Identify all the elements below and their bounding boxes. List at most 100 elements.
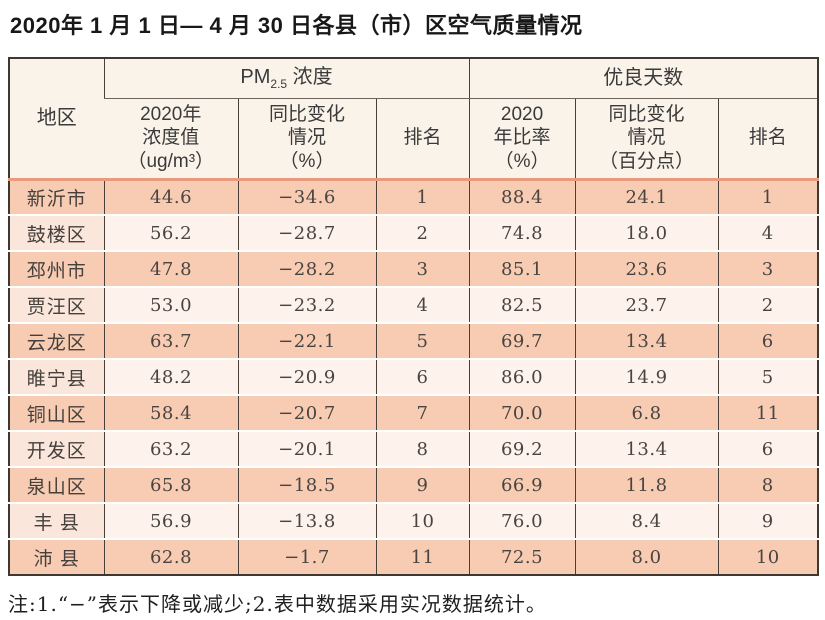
- table-row: 沛 县 62.8 −1.7 11 72.5 8.0 10: [9, 538, 819, 575]
- table-row: 铜山区 58.4 −20.7 7 70.0 6.8 11: [9, 394, 819, 431]
- pm-value-cell: 65.8: [103, 466, 238, 503]
- pm-change-cell: −1.7: [237, 538, 376, 575]
- good-rank-cell: 8: [717, 466, 819, 503]
- pm-rank-cell: 1: [375, 177, 470, 215]
- region-cell: 云龙区: [9, 322, 104, 359]
- good-change-cell: 23.7: [574, 286, 719, 323]
- good-rate-cell: 82.5: [468, 286, 576, 323]
- pm-rank-cell: 5: [375, 322, 470, 359]
- pm-change-cell: −20.9: [237, 358, 376, 395]
- good-change-cell: 13.4: [574, 322, 719, 359]
- pm-change-cell: −13.8: [237, 502, 376, 539]
- good-rank-cell: 4: [717, 214, 819, 251]
- good-rate-cell: 88.4: [468, 177, 576, 215]
- table-row: 开发区 63.2 −20.1 8 69.2 13.4 6: [9, 430, 819, 467]
- header-sub-row: 2020年 浓度值 （ug/m³） 同比变化 情况 （%） 排名 2020 年比…: [9, 98, 819, 179]
- region-cell: 开发区: [9, 430, 104, 467]
- good-change-cell: 8.0: [574, 538, 719, 575]
- good-rate-cell: 69.2: [468, 430, 576, 467]
- column-group-good-days: 优良天数: [468, 58, 819, 99]
- pm-rank-cell: 11: [375, 538, 470, 575]
- good-rate-cell: 72.5: [468, 538, 576, 575]
- table-body: 新沂市 44.6 −34.6 1 88.4 24.1 1 鼓楼区 56.2 −28.7 2 74.8 1…: [9, 177, 819, 575]
- pm-change-cell: −34.6: [237, 177, 376, 215]
- good-change-cell: 14.9: [574, 358, 719, 395]
- pm-value-cell: 48.2: [103, 358, 238, 395]
- good-rank-cell: 10: [717, 538, 819, 575]
- pm-change-cell: −28.7: [237, 214, 376, 251]
- pm-value-cell: 44.6: [103, 177, 238, 215]
- pm-rank-cell: 4: [375, 286, 470, 323]
- good-rank-cell: 9: [717, 502, 819, 539]
- good-rate-cell: 86.0: [468, 358, 576, 395]
- table-header: 地区 PM2.5 浓度 优良天数 2020年 浓度值 （ug/m³） 同比变化 …: [9, 58, 819, 180]
- region-cell: 泉山区: [9, 466, 104, 503]
- pm-rank-cell: 9: [375, 466, 470, 503]
- region-cell: 新沂市: [9, 177, 104, 215]
- table-row: 贾汪区 53.0 −23.2 4 82.5 23.7 2: [9, 286, 819, 323]
- column-header-region: 地区: [9, 58, 104, 180]
- good-change-cell: 8.4: [574, 502, 719, 539]
- pm-value-cell: 62.8: [103, 538, 238, 575]
- region-cell: 沛 县: [9, 538, 104, 575]
- pm-value-cell: 63.7: [103, 322, 238, 359]
- pm-change-cell: −18.5: [237, 466, 376, 503]
- pm-value-cell: 47.8: [103, 250, 238, 287]
- pm-value-cell: 56.2: [103, 214, 238, 251]
- pm25-label-suffix: 浓度: [287, 65, 333, 88]
- good-rate-cell: 70.0: [468, 394, 576, 431]
- table-row: 新沂市 44.6 −34.6 1 88.4 24.1 1: [9, 177, 819, 215]
- region-cell: 丰 县: [9, 502, 104, 539]
- good-rank-cell: 6: [717, 322, 819, 359]
- column-group-pm25: PM2.5 浓度: [103, 58, 470, 99]
- pm-rank-cell: 2: [375, 214, 470, 251]
- pm-value-cell: 56.9: [103, 502, 238, 539]
- good-change-cell: 24.1: [574, 177, 719, 215]
- air-quality-table: 地区 PM2.5 浓度 优良天数 2020年 浓度值 （ug/m³） 同比变化 …: [8, 57, 820, 576]
- good-rank-cell: 11: [717, 394, 819, 431]
- region-cell: 铜山区: [9, 394, 104, 431]
- good-change-cell: 13.4: [574, 430, 719, 467]
- page-title: 2020年 1 月 1 日— 4 月 30 日各县（市）区空气质量情况: [10, 13, 583, 38]
- header-group-row: 地区 PM2.5 浓度 优良天数: [9, 58, 819, 180]
- pm-change-cell: −23.2: [237, 286, 376, 323]
- column-header-good-rank: 排名: [717, 98, 819, 179]
- good-change-cell: 18.0: [574, 214, 719, 251]
- pm-change-cell: −28.2: [237, 250, 376, 287]
- pm-change-cell: −20.1: [237, 430, 376, 467]
- column-header-pm-change: 同比变化 情况 （%）: [237, 98, 376, 179]
- region-cell: 邳州市: [9, 250, 104, 287]
- good-rank-cell: 3: [717, 250, 819, 287]
- pm-change-cell: −22.1: [237, 322, 376, 359]
- pm-value-cell: 53.0: [103, 286, 238, 323]
- table-row: 鼓楼区 56.2 −28.7 2 74.8 18.0 4: [9, 214, 819, 251]
- good-rank-cell: 5: [717, 358, 819, 395]
- region-cell: 鼓楼区: [9, 214, 104, 251]
- good-rank-cell: 2: [717, 286, 819, 323]
- column-header-pm-value: 2020年 浓度值 （ug/m³）: [104, 98, 238, 179]
- good-rate-cell: 76.0: [468, 502, 576, 539]
- pm-value-cell: 58.4: [103, 394, 238, 431]
- column-header-good-rate: 2020 年比率 （%）: [468, 98, 576, 179]
- table-row: 云龙区 63.7 −22.1 5 69.7 13.4 6: [9, 322, 819, 359]
- column-header-pm-rank: 排名: [375, 98, 470, 179]
- pm25-label-subscript: 2.5: [270, 76, 288, 91]
- region-cell: 睢宁县: [9, 358, 104, 395]
- pm-rank-cell: 6: [375, 358, 470, 395]
- good-rate-cell: 69.7: [468, 322, 576, 359]
- footnote: 注:1.“−”表示下降或减少;2.表中数据采用实况数据统计。: [8, 592, 547, 616]
- good-change-cell: 11.8: [574, 466, 719, 503]
- good-rank-cell: 6: [717, 430, 819, 467]
- pm-value-cell: 63.2: [103, 430, 238, 467]
- table-row: 泉山区 65.8 −18.5 9 66.9 11.8 8: [9, 466, 819, 503]
- pm-rank-cell: 10: [375, 502, 470, 539]
- good-change-cell: 23.6: [574, 250, 719, 287]
- pm-change-cell: −20.7: [237, 394, 376, 431]
- good-rank-cell: 1: [717, 177, 819, 215]
- region-cell: 贾汪区: [9, 286, 104, 323]
- pm-rank-cell: 7: [375, 394, 470, 431]
- good-rate-cell: 74.8: [468, 214, 576, 251]
- column-header-good-change: 同比变化 情况 （百分点）: [574, 98, 719, 179]
- table-row: 邳州市 47.8 −28.2 3 85.1 23.6 3: [9, 250, 819, 287]
- good-rate-cell: 85.1: [468, 250, 576, 287]
